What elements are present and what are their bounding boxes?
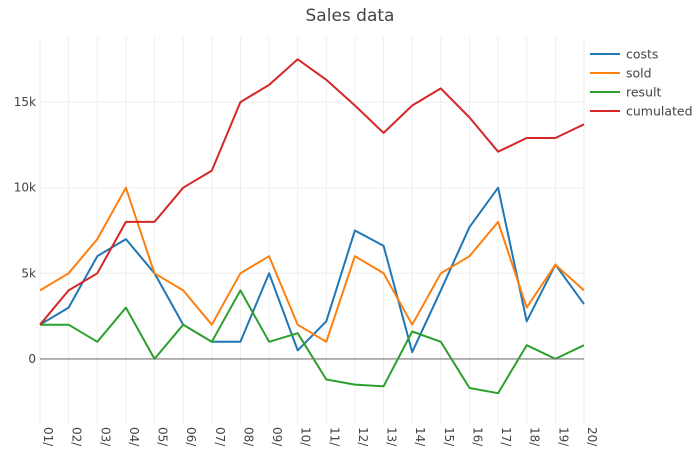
x-tick-label: 11/	[327, 427, 341, 447]
x-tick-label: 13/	[385, 427, 399, 447]
x-tick-label: 04/	[127, 427, 141, 447]
legend-label: costs	[626, 47, 658, 62]
x-tick-label: 02/	[70, 427, 84, 447]
x-tick-label: 03/	[98, 427, 112, 447]
y-tick-label: 0	[28, 352, 36, 366]
y-tick-label: 10k	[14, 181, 36, 195]
x-tick-label: 09/	[270, 427, 284, 447]
series-line-cumulated	[39, 58, 585, 326]
legend-label: cumulated	[626, 104, 693, 119]
x-tick-label: 15/	[442, 427, 456, 447]
x-tick-label: 06/	[184, 427, 198, 447]
series-line-costs	[39, 186, 585, 354]
axis-layer: 0 5k 10k 15k 01/02/03/04/05/06/07/08/09/10/1…	[14, 95, 599, 447]
x-tick-label: 01/	[41, 427, 55, 447]
x-tick-label: 17/	[499, 427, 513, 447]
x-tick-label: 14/	[413, 427, 427, 447]
x-tick-label: 08/	[241, 427, 255, 447]
series-line-sold	[39, 186, 585, 343]
x-tick-label: 12/	[356, 427, 370, 447]
chart-title: Sales data	[306, 6, 395, 26]
legend-item-result[interactable]: result	[590, 85, 661, 100]
y-tick-label: 5k	[21, 266, 36, 280]
y-tick-label: 15k	[14, 95, 36, 109]
legend-item-costs[interactable]: costs	[590, 47, 658, 62]
legend-item-cumulated[interactable]: cumulated	[590, 104, 693, 119]
x-tick-label: 18/	[528, 427, 542, 447]
series-line-result	[40, 289, 585, 395]
x-tick-label: 10/	[299, 427, 313, 447]
legend-item-sold[interactable]: sold	[590, 66, 652, 81]
x-tick-label: 05/	[156, 427, 170, 447]
x-tick-label: 19/	[556, 427, 570, 447]
x-tick-label: 07/	[213, 427, 227, 447]
legend-label: result	[626, 85, 661, 100]
legend-label: sold	[626, 66, 652, 81]
legend[interactable]: costs sold result cumulated	[590, 47, 693, 119]
series-layer	[39, 58, 585, 395]
x-tick-label: 20/	[585, 427, 599, 447]
x-tick-label: 16/	[470, 427, 484, 447]
